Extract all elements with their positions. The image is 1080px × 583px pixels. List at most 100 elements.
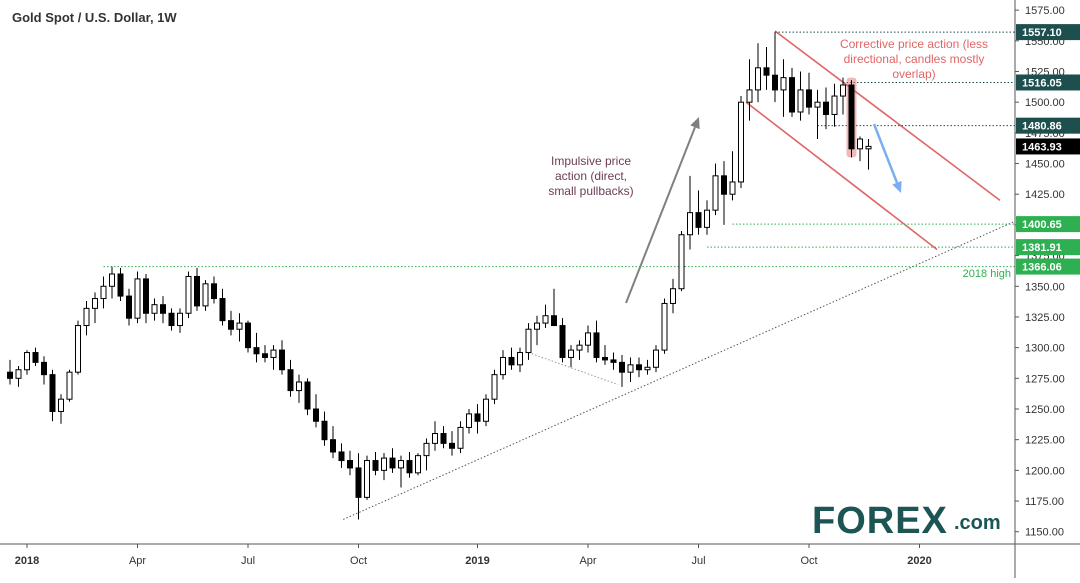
bullish-candle-body [466,413,472,428]
x-tick-label: Jul [691,555,705,567]
candle [219,288,226,326]
forex-logo-brand: FOREX [812,500,948,542]
y-tick-label: 1575.00 [1025,5,1065,17]
candle [355,453,362,520]
candle [75,320,81,375]
bullish-candle-body [661,302,668,351]
candle [270,345,277,370]
bearish-candle-body [143,278,149,314]
candle [789,67,795,117]
level-label: 1366.06 [1022,262,1062,274]
candle [721,161,727,225]
bullish-candle-body [24,352,30,371]
impulse-arrow-head [690,117,700,130]
candle [534,315,540,346]
bearish-candle-body [593,332,600,358]
bearish-candle-body [508,356,515,366]
downside-arrow [872,123,902,193]
level-label-bg [1016,24,1080,41]
bullish-candle-body [500,356,506,376]
x-tick-label: 2019 [465,555,489,567]
candle [432,421,438,451]
bearish-candle-body [313,408,319,422]
candle [83,301,90,336]
bullish-candle-body [381,457,387,471]
bullish-candle-body [542,315,549,324]
bullish-candle-body [15,369,22,379]
corrective-note-line-2: directional, candles mostly [844,52,985,66]
candle [763,46,770,90]
candle [143,274,149,324]
candle [304,378,311,416]
candle [551,288,557,327]
candle [109,266,115,299]
candle [806,72,812,115]
candle [729,151,736,201]
bearish-candle-body [806,89,812,108]
bullish-candle-body [687,212,693,236]
candle [670,278,676,314]
candle [41,356,47,385]
bearish-candle-body [287,369,294,392]
candle [712,163,719,216]
candle [168,308,175,331]
candle [66,369,73,402]
candle [831,83,838,127]
bullish-candle-body [755,67,761,91]
bullish-candle-body [92,298,98,309]
candle [627,357,634,382]
bullish-candle-body [83,307,90,327]
bearish-candle-body [636,364,642,371]
y-tick-label: 1175.00 [1025,496,1064,508]
bullish-candle-body [134,278,141,319]
candle [457,421,464,454]
bullish-candle-body [151,304,158,314]
candle [542,304,549,328]
candle [661,298,668,354]
channel-lower-line [745,101,938,251]
bullish-candle-body [364,460,370,498]
candle [338,443,345,468]
y-tick-label: 1200.00 [1025,465,1065,477]
bearish-candle-body [160,304,166,314]
bullish-candle-body [857,138,863,150]
bearish-candle-body [355,467,362,498]
candle [746,59,753,121]
bearish-candle-body [211,283,217,300]
x-tick-label: 2018 [15,555,39,567]
impulse-arrow-shaft [625,126,696,304]
y-tick-label: 1225.00 [1025,435,1065,447]
level-label: 1381.91 [1022,242,1062,254]
bullish-candle-body [704,209,710,228]
candle [49,369,56,422]
bearish-candle-body [126,295,132,319]
bullish-candle-body [66,371,73,400]
candle [814,89,821,139]
bearish-candle-body [117,273,124,297]
candle [211,276,217,304]
candle [364,455,370,500]
candle [636,357,642,378]
bullish-candle-body [678,234,685,290]
downside-arrow-head [892,180,902,193]
candle-layer [7,32,872,520]
bullish-candle-body [576,344,583,351]
bullish-candle-body [483,398,489,422]
bearish-candle-body [49,374,56,412]
bearish-candle-body [262,353,268,358]
candle [100,276,107,309]
candle [372,451,379,476]
bullish-candle-body [814,101,821,108]
candle [279,340,285,375]
candle [568,345,574,368]
y-tick-label: 1250.00 [1025,404,1065,416]
bullish-candle-body [177,312,183,327]
forex-logo-suffix: .com [954,512,1001,534]
support-trendline [342,220,1016,520]
candle [585,325,591,353]
level-label: 1400.65 [1022,219,1062,231]
bullish-candle-body [585,332,591,346]
bearish-candle-body [610,359,617,363]
bearish-candle-body [253,347,260,355]
candle [491,369,498,405]
